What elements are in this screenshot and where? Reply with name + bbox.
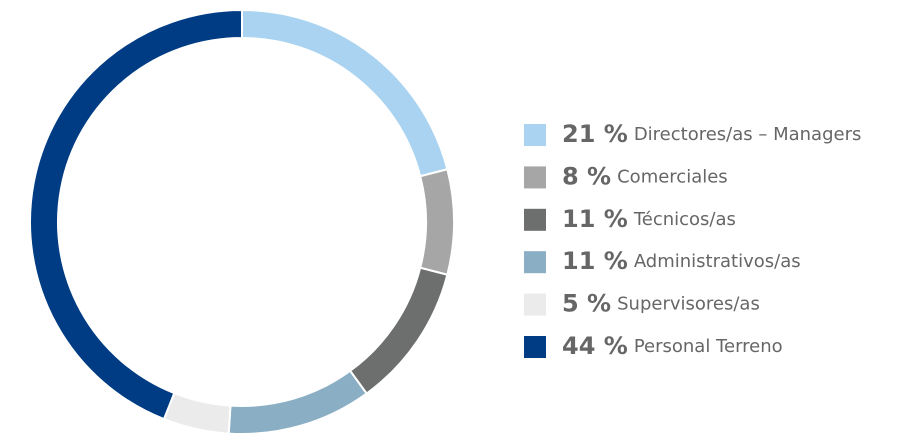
donut-segment	[419, 168, 455, 276]
legend-entry: 11 % Administrativos/as	[562, 247, 801, 275]
legend-entry: 44 % Personal Terreno	[562, 332, 783, 360]
legend-entry: 5 % Supervisores/as	[562, 290, 760, 318]
legend-entry: 21 % Directores/as – Managers	[562, 120, 861, 148]
legend-swatch	[524, 251, 546, 274]
legend-value: 44 %	[562, 332, 628, 360]
legend-label: Personal Terreno	[634, 336, 783, 357]
legend-value: 21 %	[562, 120, 628, 148]
legend-entry: 8 % Comerciales	[562, 162, 728, 190]
legend-entry: 11 % Técnicos/as	[562, 205, 736, 233]
legend-value: 11 %	[562, 247, 628, 275]
legend-value: 5 %	[562, 290, 611, 318]
donut-segment	[29, 8, 243, 421]
legend-label: Comerciales	[617, 166, 728, 187]
legend-label: Directores/as – Managers	[634, 124, 862, 145]
legend-swatch	[524, 293, 546, 316]
legend-value: 11 %	[562, 205, 628, 233]
legend-label: Técnicos/as	[633, 209, 736, 230]
donut-segment	[162, 391, 232, 435]
legend-value: 8 %	[562, 162, 611, 190]
donut-segment	[241, 8, 449, 178]
legend-swatch	[524, 166, 546, 189]
legend-swatch	[524, 336, 546, 358]
legend-swatch	[524, 124, 546, 146]
donut-segment	[348, 266, 449, 395]
donut-segment	[227, 369, 369, 435]
legend-swatch	[524, 208, 546, 231]
legend-label: Supervisores/as	[617, 294, 760, 315]
legend-label: Administrativos/as	[634, 251, 801, 272]
